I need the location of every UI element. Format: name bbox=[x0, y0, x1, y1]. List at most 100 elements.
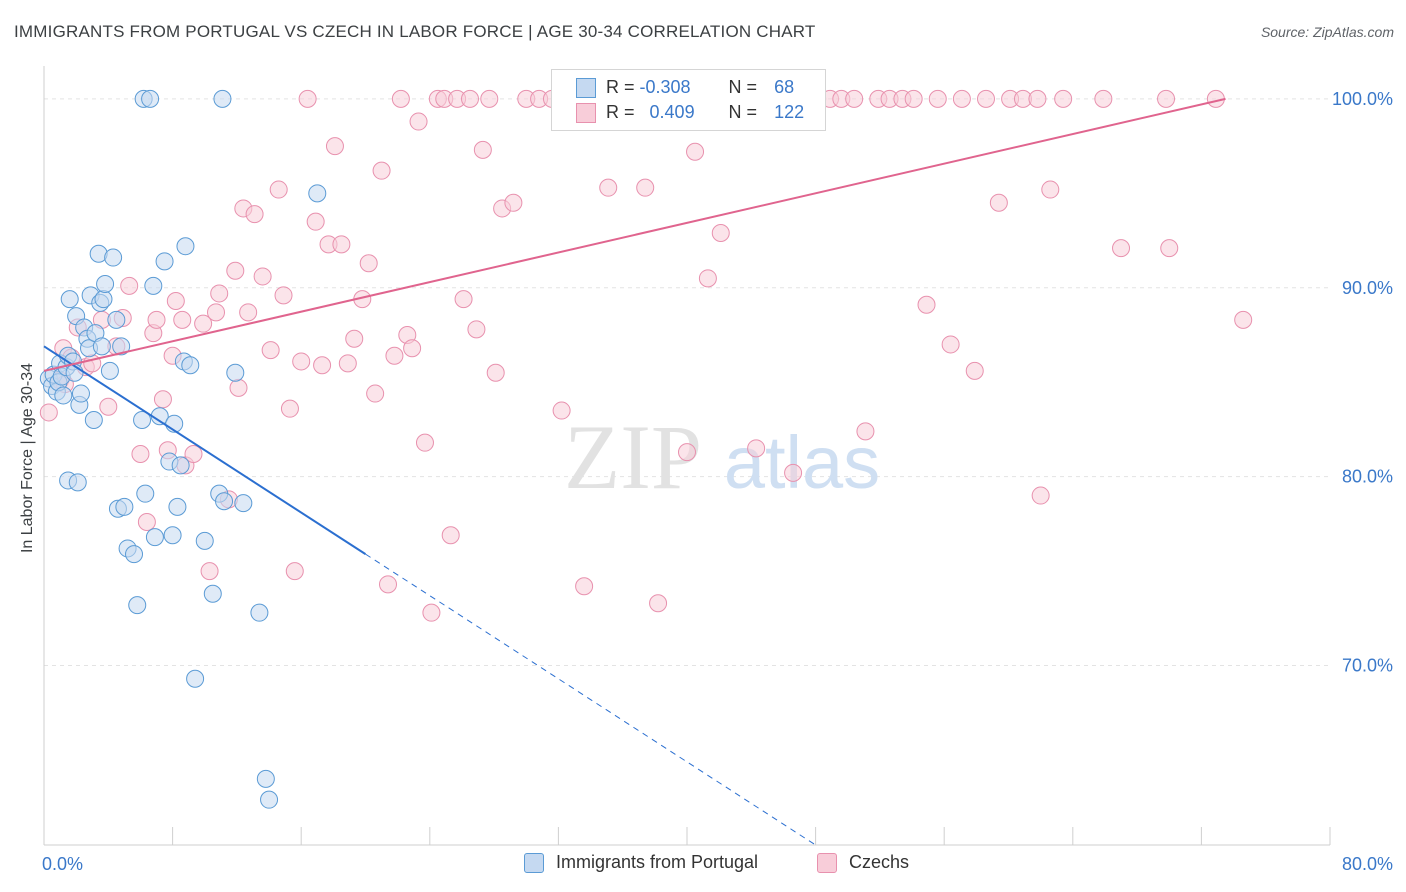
czechs-point bbox=[83, 354, 102, 373]
x-tick-label: 80.0% bbox=[1342, 854, 1393, 874]
czechs-point bbox=[306, 212, 325, 231]
czechs-point bbox=[1112, 239, 1131, 258]
czechs-point bbox=[649, 594, 668, 613]
axes bbox=[43, 66, 1331, 846]
legend-item-czechs[interactable]: Czechs bbox=[817, 852, 909, 876]
portugal-point bbox=[60, 290, 79, 309]
portugal-point bbox=[144, 276, 163, 295]
czechs-point bbox=[372, 161, 391, 180]
czechs-point bbox=[575, 577, 594, 596]
czechs-point bbox=[292, 352, 311, 371]
correlation-legend: R = -0.308 N = 68 R = 0.409 N = 122 bbox=[551, 69, 826, 131]
portugal-trend-line bbox=[43, 345, 367, 555]
portugal-point bbox=[112, 337, 131, 356]
czechs-point bbox=[226, 261, 245, 280]
watermark-atlas: atlas bbox=[724, 421, 880, 504]
czechs-point bbox=[385, 346, 404, 365]
watermark-zip: ZIP bbox=[564, 406, 702, 508]
portugal-point bbox=[145, 528, 164, 547]
czechs-point bbox=[147, 310, 166, 329]
n-label: N = bbox=[728, 102, 758, 122]
r-label: R = bbox=[606, 102, 635, 122]
portugal-point bbox=[250, 603, 269, 622]
czechs-point bbox=[1028, 89, 1047, 108]
czechs-point bbox=[280, 399, 299, 418]
portugal-point bbox=[92, 337, 111, 356]
portugal-trend-line-extended bbox=[365, 553, 816, 846]
czechs-point bbox=[552, 401, 571, 420]
czechs-point bbox=[207, 303, 226, 322]
czechs-point bbox=[391, 89, 410, 108]
portugal-point bbox=[133, 411, 152, 429]
czechs-point bbox=[120, 276, 139, 295]
y-tick-label: 90.0% bbox=[1342, 278, 1393, 298]
czechs-point bbox=[313, 356, 332, 375]
portugal-point bbox=[163, 526, 182, 545]
czechs-point bbox=[210, 284, 229, 303]
legend-swatch-blue bbox=[576, 78, 596, 99]
legend-row-czechs: R = 0.409 N = 122 bbox=[576, 102, 804, 126]
czechs-point bbox=[941, 335, 960, 354]
portugal-point bbox=[104, 248, 123, 267]
portugal-point bbox=[115, 497, 134, 516]
legend-item-portugal[interactable]: Immigrants from Portugal bbox=[524, 852, 758, 876]
portugal-point bbox=[203, 584, 222, 603]
czechs-point bbox=[747, 439, 766, 458]
portugal-point bbox=[176, 237, 195, 256]
tick-labels: 100.0% 90.0% 80.0% 70.0% 0.0% 80.0% bbox=[42, 89, 1393, 874]
portugal-point bbox=[186, 669, 205, 688]
czechs-point bbox=[338, 354, 357, 373]
czechs-point bbox=[928, 89, 947, 108]
czechs-point bbox=[131, 445, 150, 463]
portugal-point bbox=[226, 363, 245, 382]
n-label: N = bbox=[728, 77, 758, 97]
czechs-point bbox=[467, 320, 486, 339]
czechs-point bbox=[904, 89, 923, 108]
czechs-point bbox=[480, 89, 499, 108]
czechs-point bbox=[229, 378, 248, 397]
czechs-point bbox=[366, 384, 385, 403]
czechs-point bbox=[473, 140, 492, 159]
czechs-point bbox=[678, 443, 696, 462]
legend-label-portugal: Immigrants from Portugal bbox=[556, 852, 759, 872]
czechs-point bbox=[845, 89, 864, 108]
czechs-point bbox=[636, 178, 655, 197]
czechs-point bbox=[486, 363, 505, 382]
portugal-point bbox=[260, 790, 279, 809]
series-portugal-points bbox=[39, 89, 327, 809]
czechs-point bbox=[1054, 89, 1073, 108]
portugal-point bbox=[256, 769, 275, 788]
czechs-point bbox=[1160, 239, 1179, 258]
portugal-point bbox=[195, 531, 214, 550]
czechs-point bbox=[184, 445, 203, 463]
czechs-point bbox=[359, 254, 378, 273]
portugal-point bbox=[155, 252, 174, 271]
czechs-point bbox=[261, 341, 280, 360]
portugal-point bbox=[168, 497, 187, 516]
y-tick-label: 100.0% bbox=[1332, 89, 1393, 109]
czechs-point bbox=[917, 295, 936, 314]
czechs-point bbox=[239, 303, 258, 322]
y-tick-label: 70.0% bbox=[1342, 656, 1393, 676]
legend-swatch-pink bbox=[817, 853, 837, 874]
czechs-point bbox=[332, 235, 351, 254]
chart-title: IMMIGRANTS FROM PORTUGAL VS CZECH IN LAB… bbox=[14, 22, 816, 41]
czechs-trend-line bbox=[43, 97, 1226, 372]
portugal-point bbox=[128, 596, 147, 615]
r-value-czechs: 0.409 bbox=[649, 102, 695, 122]
portugal-point bbox=[215, 492, 234, 511]
portugal-point bbox=[107, 310, 126, 329]
czechs-point bbox=[298, 89, 317, 108]
r-value-portugal: -0.308 bbox=[639, 77, 691, 97]
x-tick-label: 0.0% bbox=[42, 854, 83, 874]
portugal-point bbox=[71, 384, 90, 403]
portugal-point bbox=[171, 456, 190, 475]
portugal-point bbox=[234, 494, 253, 513]
czechs-point bbox=[989, 193, 1008, 212]
czechs-point bbox=[253, 267, 272, 286]
czechs-point bbox=[137, 513, 156, 531]
czechs-point bbox=[285, 562, 304, 581]
czechs-point bbox=[504, 193, 523, 212]
portugal-point bbox=[94, 290, 113, 309]
czechs-point bbox=[422, 603, 441, 622]
